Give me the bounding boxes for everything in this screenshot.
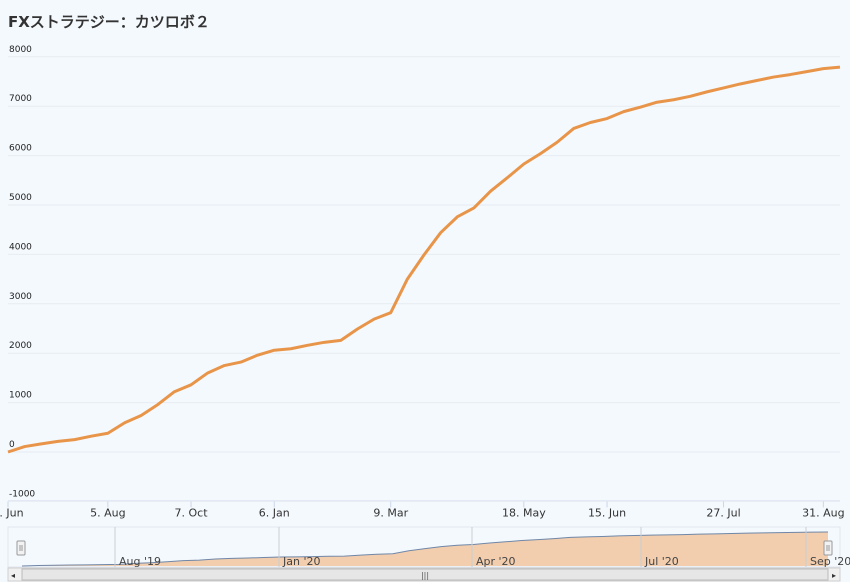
navigator-label: Aug '19 [119,555,161,568]
x-tick-label: 31. Aug [802,506,844,519]
x-tick-label: 3. Jun [0,506,24,519]
navigator-label: Jul '20 [644,555,679,568]
chart-title: FXストラテジー：カツロボ２ [8,13,210,31]
navigator-handle[interactable] [16,540,26,556]
x-tick-label: 18. May [502,506,546,519]
x-tick-label: 27. Jul [706,506,740,519]
handle-body [823,540,833,556]
y-tick-label: 8000 [9,45,32,55]
x-tick-label: 9. Mar [373,506,408,519]
y-tick-label: -1000 [9,489,35,499]
navigator-label: Sep '20 [810,555,850,568]
y-tick-label: 3000 [9,292,32,302]
scroll-left[interactable]: ◂ [11,571,15,580]
scroll-right[interactable]: ▸ [832,571,836,580]
y-tick-label: 2000 [9,341,32,351]
scrollbar-thumb[interactable] [21,568,829,581]
navigator-handle[interactable] [823,540,833,556]
x-tick-label: 15. Jun [588,506,626,519]
handle-body [16,540,26,556]
navigator-line [21,531,829,567]
y-tick-label: 4000 [9,242,32,252]
x-tick-label: 7. Oct [175,506,209,519]
y-tick-label: 7000 [9,94,32,104]
scrollbar-grip: ||| [421,571,429,580]
series-line [7,65,841,454]
y-tick-label: 5000 [9,193,32,203]
y-tick-label: 0 [9,440,15,450]
y-tick-label: 1000 [9,391,32,401]
x-tick-label: 6. Jan [259,506,290,519]
navigator-label: Apr '20 [476,555,516,568]
navigator-label: Jan '20 [282,555,320,568]
y-tick-label: 6000 [9,144,32,154]
x-tick-label: 5. Aug [90,506,125,519]
